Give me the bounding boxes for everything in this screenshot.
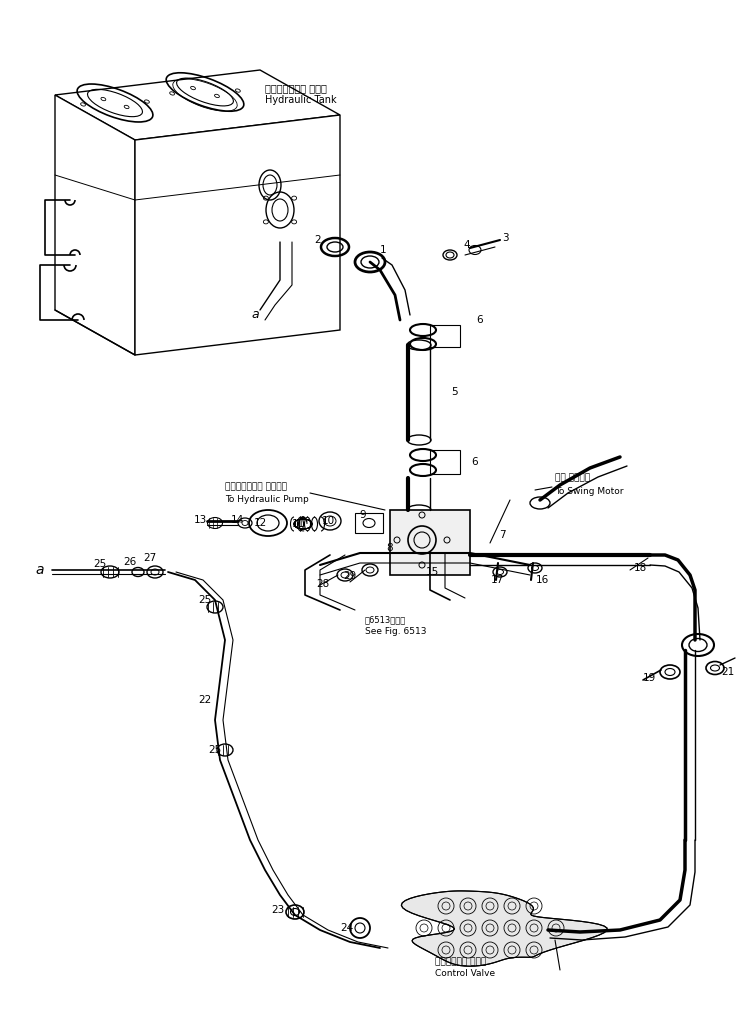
Text: 13: 13 [194,515,206,525]
Polygon shape [55,70,340,140]
Bar [390,510,470,575]
Text: 15: 15 [425,567,439,577]
Text: 18: 18 [633,563,647,573]
Text: 4: 4 [464,240,471,250]
Bar [355,513,383,533]
Text: 12: 12 [253,518,267,528]
Text: 9: 9 [360,510,366,520]
Text: 8: 8 [387,543,393,553]
Text: Hydraulic Tank: Hydraulic Tank [265,96,337,105]
Text: See Fig. 6513: See Fig. 6513 [365,628,426,636]
Text: a: a [35,563,44,577]
Polygon shape [135,115,340,355]
Text: 3: 3 [501,233,508,243]
Text: 26: 26 [123,557,136,567]
Polygon shape [401,891,607,966]
Text: To Hydraulic Pump: To Hydraulic Pump [225,496,309,505]
Text: コントロール バルブ: コントロール バルブ [435,957,486,966]
Text: 24: 24 [340,923,354,933]
Text: 旋回 モータへ: 旋回 モータへ [555,473,590,483]
Text: Control Valve: Control Valve [435,969,495,978]
Text: 10: 10 [322,516,334,526]
Text: ハイドロリック タンク: ハイドロリック タンク [265,83,327,93]
Bar [430,325,460,347]
Text: 22: 22 [198,695,212,705]
Text: 第6513図参照: 第6513図参照 [365,616,407,625]
Text: 5: 5 [452,387,459,397]
Text: 2: 2 [315,235,322,245]
Text: 7: 7 [498,530,505,539]
Text: 29: 29 [343,571,357,581]
Text: 17: 17 [490,575,504,585]
Text: 28: 28 [316,579,330,589]
Text: 25: 25 [209,745,221,755]
Text: 19: 19 [642,673,656,683]
Text: 21: 21 [721,666,735,677]
Text: 25: 25 [198,595,212,605]
Text: 27: 27 [143,553,157,563]
Text: 1: 1 [380,245,386,255]
Text: 16: 16 [535,575,549,585]
Polygon shape [55,96,135,355]
Text: 6: 6 [477,315,483,325]
Text: a: a [252,309,259,321]
Text: To Swing Motor: To Swing Motor [555,487,623,496]
Text: 11: 11 [291,519,305,529]
Text: 14: 14 [230,515,244,525]
Text: 6: 6 [471,457,478,467]
Text: ハイドロリック ポンプへ: ハイドロリック ポンプへ [225,483,287,492]
Bar [430,450,460,474]
Text: 23: 23 [271,905,285,915]
Text: 25: 25 [93,559,107,569]
